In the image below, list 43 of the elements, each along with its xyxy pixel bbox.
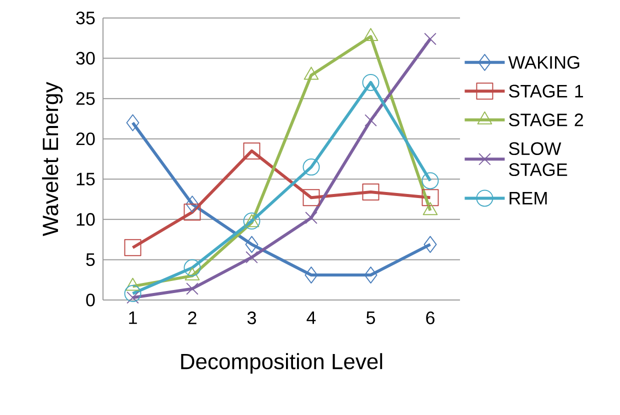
legend-label: STAGE 1 — [509, 84, 584, 98]
y-tick-label: 30 — [76, 52, 95, 65]
legend-label: WAKING — [508, 56, 580, 69]
point — [126, 114, 140, 132]
point — [424, 236, 437, 253]
y-tick-label: 5 — [86, 253, 95, 266]
point — [422, 172, 439, 190]
y-tick-label: 35 — [76, 12, 95, 24]
point — [243, 142, 260, 160]
point — [124, 285, 142, 302]
point — [186, 196, 199, 213]
x-tick-label: 5 — [366, 312, 375, 324]
point — [305, 212, 318, 224]
point — [304, 266, 318, 284]
x-axis-title: Decomposition Level — [181, 353, 382, 374]
point — [184, 259, 201, 276]
point — [184, 204, 201, 221]
point — [362, 184, 380, 201]
legend-label: SLOW STAGE — [509, 142, 568, 176]
y-tick-label: 25 — [76, 92, 95, 105]
point — [186, 282, 198, 295]
point — [124, 239, 142, 256]
point — [422, 189, 439, 206]
point — [364, 266, 378, 284]
point — [246, 251, 258, 264]
point — [302, 189, 320, 206]
point — [362, 74, 380, 91]
legend-label: STAGE 2 — [509, 114, 583, 126]
x-tick-label: 4 — [306, 312, 316, 324]
x-tick-label: 1 — [129, 312, 137, 324]
x-tick-label: 2 — [188, 312, 196, 324]
point — [245, 236, 258, 253]
x-tick-label: 6 — [426, 312, 434, 324]
y-tick-label: 20 — [76, 132, 95, 146]
y-tick-label: 0 — [86, 294, 95, 306]
point — [424, 32, 436, 46]
legend-label: REM — [510, 192, 547, 204]
point — [302, 158, 320, 176]
y-axis-title: Wavelet Energy — [42, 82, 63, 236]
y-tick-label: 10 — [76, 213, 95, 226]
point — [364, 114, 377, 126]
y-tick-label: 15 — [76, 172, 95, 186]
x-tick-label: 3 — [247, 312, 256, 324]
